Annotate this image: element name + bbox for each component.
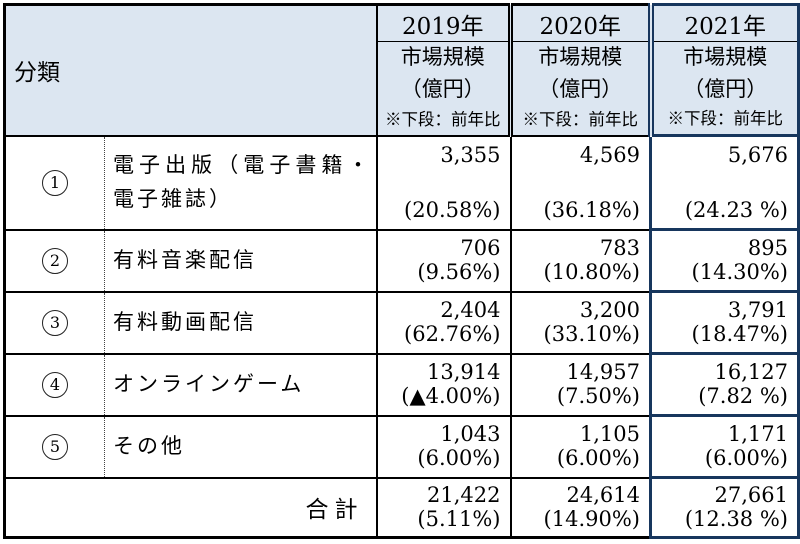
row-number-cell: 4 <box>4 353 105 417</box>
value-cell-2021: 895 (14.30%) <box>649 228 800 293</box>
total-cell-2021: 27,661 (12.38 %) <box>649 476 800 539</box>
subheader-line2: （億円） <box>538 76 623 101</box>
row-number-cell: 3 <box>4 291 105 355</box>
yoy-value: (10.80%) <box>543 260 640 284</box>
market-size-value: 3,791 <box>727 298 788 322</box>
market-size-value: 1,105 <box>579 422 640 446</box>
yoy-value: (7.50%) <box>556 384 640 408</box>
market-size-value: 1,043 <box>440 422 501 446</box>
market-size-value: 2,404 <box>440 298 501 322</box>
value-cell-2020: 14,957 (7.50%) <box>509 353 651 417</box>
value-cell-2021: 16,127 (7.82 %) <box>649 352 800 417</box>
market-size-value: 3,355 <box>440 142 501 167</box>
table-row-denshi-shuppan: 1 電子出版（電子書籍・電子雑誌） 3,355 (20.58%) 4,569 (36… <box>4 134 800 231</box>
market-size-value: 13,914 <box>427 360 501 384</box>
category-name: 有料動画配信 <box>104 291 377 355</box>
market-size-value: 21,422 <box>427 482 501 507</box>
subheader-line1: 市場規模 <box>538 45 623 69</box>
value-cell-2021: 5,676 (24.23 %) <box>649 134 800 231</box>
yoy-value: (▲4.00%) <box>401 384 501 408</box>
yoy-value: (6.00%) <box>417 446 501 470</box>
value-cell-2021: 1,171 (6.00%) <box>649 414 800 479</box>
subheader-line2: （億円） <box>683 76 768 101</box>
table-row-total: 合計 21,422 (5.11%) 24,614 (14.90%) 27,661 (1… <box>4 476 800 539</box>
yoy-value: (62.76%) <box>404 322 501 346</box>
subheader-2020: 市場規模 （億円） <box>508 41 651 105</box>
yoy-value: (12.38 %) <box>684 507 788 531</box>
category-name: その他 <box>104 415 377 479</box>
yoy-value: (33.10%) <box>543 322 640 346</box>
total-cell-2020: 24,614 (14.90%) <box>509 477 651 538</box>
category-name: 有料音楽配信 <box>104 229 377 293</box>
subheader-2019: 市場規模 （億円） <box>376 41 511 105</box>
value-cell-2021: 3,791 (18.47%) <box>649 290 800 355</box>
row-number-cell: 5 <box>4 415 105 479</box>
yoy-value: (14.30%) <box>691 260 788 284</box>
circled-number-4: 4 <box>42 371 68 398</box>
value-cell-2019: 706 (9.56%) <box>375 229 511 293</box>
market-size-value: 4,569 <box>579 142 640 167</box>
total-label: 合計 <box>4 477 378 538</box>
value-cell-2019: 2,404 (62.76%) <box>375 291 511 355</box>
subheader-line2: （億円） <box>400 76 485 101</box>
market-size-value: 5,676 <box>727 142 788 167</box>
subheader-2021: 市場規模 （億円） <box>647 41 800 105</box>
value-cell-2020: 1,105 (6.00%) <box>509 415 651 479</box>
yoy-note-2021: ※下段：前年比 <box>647 105 800 137</box>
table-row-ongaku-haishin: 2 有料音楽配信 706 (9.56%) 783 (10.80%) 895 (14.3… <box>4 228 800 293</box>
market-size-value: 1,171 <box>727 422 788 446</box>
yoy-value: (5.11%) <box>417 506 501 531</box>
circled-number-3: 3 <box>42 309 68 336</box>
yoy-value: (36.18%) <box>543 197 640 222</box>
market-size-table: 分類 2019年 2020年 2021年 市場規模 （億円） 市場規模 （億円） 市… <box>3 3 800 539</box>
year-header-2021: 2021年 <box>647 3 800 42</box>
value-cell-2019: 13,914 (▲4.00%) <box>375 353 511 417</box>
table-row-douga-haishin: 3 有料動画配信 2,404 (62.76%) 3,200 (33.10%) 3,7… <box>4 290 800 355</box>
market-size-value: 16,127 <box>714 360 788 384</box>
market-size-value: 3,200 <box>579 298 640 322</box>
yoy-note-2020: ※下段：前年比 <box>508 105 651 137</box>
yoy-value: (14.90%) <box>543 506 640 531</box>
market-size-value: 14,957 <box>566 360 640 384</box>
yoy-value: (9.56%) <box>417 260 501 284</box>
category-name: 電子出版（電子書籍・電子雑誌） <box>104 135 377 231</box>
row-number-cell: 1 <box>4 135 105 231</box>
yoy-value: (24.23 %) <box>684 197 788 222</box>
market-size-value: 24,614 <box>566 482 640 507</box>
category-name: オンラインゲーム <box>104 353 377 417</box>
market-size-value: 783 <box>599 236 640 260</box>
year-header-2019: 2019年 <box>376 4 511 42</box>
yoy-value: (20.58%) <box>404 197 501 222</box>
subheader-line1: 市場規模 <box>400 45 485 69</box>
subheader-line1: 市場規模 <box>683 45 768 69</box>
market-size-value: 27,661 <box>714 483 788 507</box>
row-number-cell: 2 <box>4 229 105 293</box>
yoy-value: (18.47%) <box>691 322 788 346</box>
circled-number-5: 5 <box>42 433 68 460</box>
yoy-note-2019: ※下段：前年比 <box>376 105 511 137</box>
circled-number-2: 2 <box>42 247 68 274</box>
value-cell-2019: 1,043 (6.00%) <box>375 415 511 479</box>
table-row-online-game: 4 オンラインゲーム 13,914 (▲4.00%) 14,957 (7.50%) … <box>4 352 800 417</box>
value-cell-2020: 783 (10.80%) <box>509 229 651 293</box>
value-cell-2020: 4,569 (36.18%) <box>509 135 651 231</box>
yoy-value: (7.82 %) <box>698 384 788 408</box>
yoy-value: (6.00%) <box>704 446 788 470</box>
value-cell-2020: 3,200 (33.10%) <box>509 291 651 355</box>
category-column-header: 分類 <box>4 4 378 137</box>
circled-number-1: 1 <box>42 169 68 196</box>
total-cell-2019: 21,422 (5.11%) <box>375 477 511 538</box>
value-cell-2019: 3,355 (20.58%) <box>375 135 511 231</box>
table-row-sonota: 5 その他 1,043 (6.00%) 1,105 (6.00%) 1,171 (6.… <box>4 414 800 479</box>
market-size-value: 895 <box>747 236 788 260</box>
yoy-value: (6.00%) <box>556 446 640 470</box>
year-header-2020: 2020年 <box>508 4 651 42</box>
market-size-value: 706 <box>460 236 501 260</box>
